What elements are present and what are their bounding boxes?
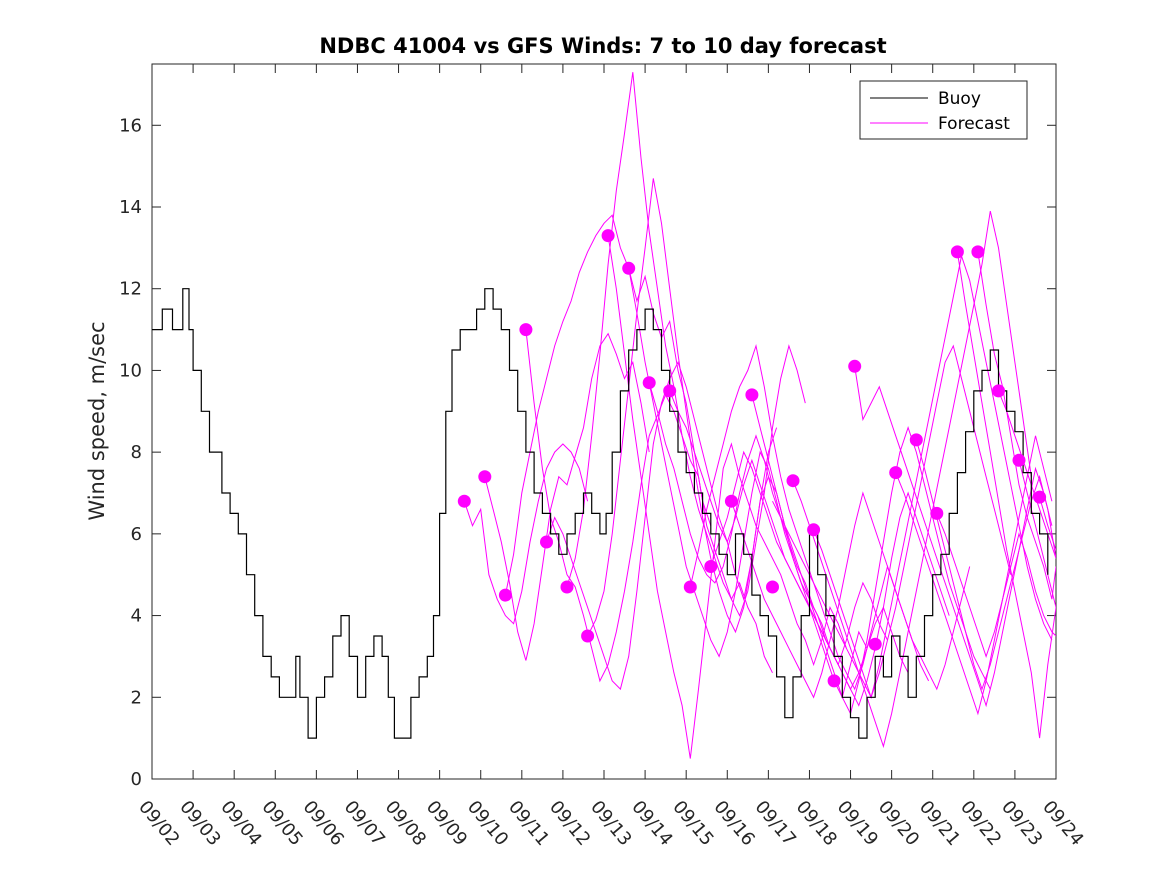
forecast-marker: [889, 466, 903, 480]
forecast-marker: [724, 494, 738, 508]
y-tick-label: 16: [119, 115, 142, 136]
forecast-marker: [560, 580, 574, 594]
forecast-line: [710, 450, 950, 707]
forecast-line: [772, 344, 1012, 699]
legend-box: [859, 80, 1028, 140]
forecast-marker: [745, 388, 759, 402]
legend: Buoy Forecast: [859, 80, 1028, 140]
forecast-line: [936, 513, 1056, 658]
y-tick-label: 10: [119, 360, 142, 381]
forecast-line: [977, 251, 1056, 600]
forecast-line: [813, 254, 1053, 700]
forecast-marker: [950, 245, 964, 259]
forecast-line: [895, 435, 1053, 716]
y-tick-label: 4: [131, 606, 142, 627]
forecast-marker: [909, 433, 923, 447]
forecast-marker: [622, 261, 636, 275]
forecast-marker: [478, 470, 492, 484]
forecast-line: [730, 491, 971, 699]
forecast-line: [1039, 496, 1056, 551]
forecast-marker: [1012, 453, 1026, 467]
forecast-line: [648, 382, 888, 666]
forecast-marker: [519, 323, 533, 337]
forecast-line: [463, 443, 589, 625]
y-tick-label: 14: [119, 197, 142, 218]
forecast-line: [915, 439, 1056, 691]
forecast-marker: [498, 588, 512, 602]
forecast-marker: [1033, 490, 1047, 504]
y-tick-label: 0: [131, 769, 142, 790]
forecast-line: [628, 268, 868, 699]
forecast-marker: [581, 629, 595, 643]
forecast-marker: [601, 229, 615, 243]
forecast-line: [607, 235, 847, 759]
series-group: [152, 72, 1056, 759]
chart-title: NDBC 41004 vs GFS Winds: 7 to 10 day for…: [319, 34, 886, 58]
y-tick-label: 12: [119, 279, 142, 300]
forecast-marker: [848, 359, 862, 373]
forecast-marker: [457, 494, 471, 508]
forecast-marker: [766, 580, 779, 594]
legend-label: Forecast: [938, 114, 1010, 134]
forecast-line: [484, 332, 650, 661]
y-axis-label: Wind speed, m/sec: [85, 321, 109, 520]
forecast-marker: [663, 384, 677, 398]
forecast-line: [792, 210, 1032, 749]
forecast-line: [546, 361, 778, 691]
forecast-marker: [786, 474, 800, 488]
forecast-line: [1018, 460, 1056, 608]
forecast-marker: [642, 376, 656, 390]
legend-label: Buoy: [938, 89, 981, 109]
forecast-marker: [807, 523, 821, 537]
y-tick-label: 8: [131, 442, 142, 463]
forecast-marker: [540, 535, 553, 549]
buoy-line: [152, 288, 1049, 739]
forecast-marker: [683, 580, 697, 594]
y-tick-label: 2: [131, 687, 142, 708]
forecast-marker: [930, 506, 944, 520]
forecast-marker: [992, 384, 1005, 398]
forecast-marker: [827, 674, 841, 688]
forecast-marker: [868, 637, 882, 651]
y-tick-label: 6: [131, 524, 142, 545]
forecast-marker: [704, 560, 718, 573]
forecast-marker: [971, 245, 985, 259]
forecast-line: [751, 394, 991, 716]
forecast-line: [504, 214, 712, 596]
forecast-line: [956, 251, 1056, 739]
